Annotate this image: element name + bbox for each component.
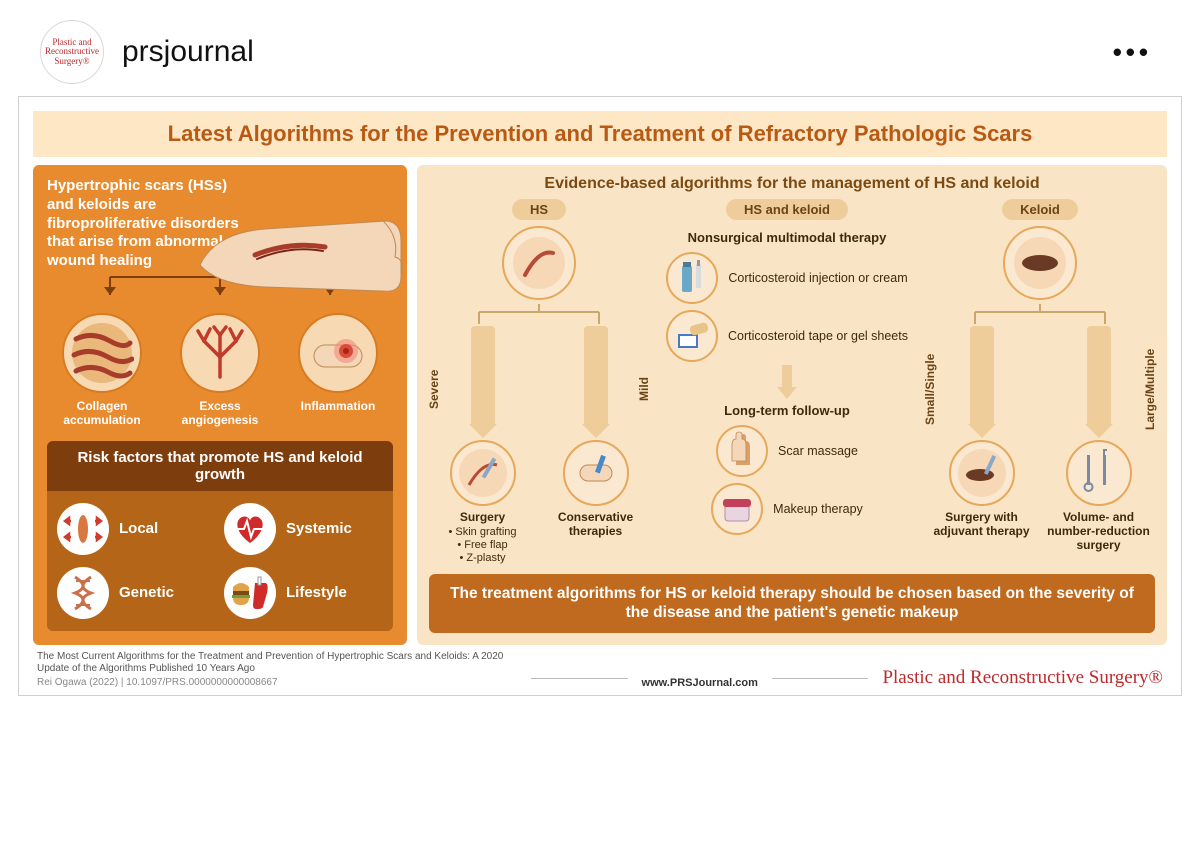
risk-label: Lifestyle [286,584,347,601]
citation: The Most Current Algorithms for the Trea… [37,651,517,689]
sec-nonsurgical: Nonsurgical multimodal therapy [688,230,887,245]
conservative-icon [563,440,629,506]
surgery-icon [450,440,516,506]
right-title: Evidence-based algorithms for the manage… [429,175,1155,193]
row-text: Makeup therapy [773,502,863,516]
surgery-label: Surgery [460,510,505,524]
keloid-small: Small/Single Surgery with adjuvant thera… [925,326,1038,552]
small-label: Small/Single [923,344,937,434]
arrow-down-icon [584,326,608,426]
chip-keloid: Keloid [1002,199,1078,220]
citation-meta: Rei Ogawa (2022) | 10.1097/PRS.000000000… [37,677,517,689]
post-header: Plastic and Reconstructive Surgery® prsj… [0,0,1200,96]
account-block[interactable]: Plastic and Reconstructive Surgery® prsj… [40,20,254,84]
row-text: Corticosteroid injection or cream [728,271,907,285]
tube-icon [666,252,718,304]
arrow-down-icon [970,326,994,426]
card-footer: The Most Current Algorithms for the Trea… [19,645,1181,689]
risk-lifestyle: Lifestyle [224,567,383,619]
algorithm-hs: HS Severe Surger [429,199,649,566]
inflammation-icon [298,313,378,393]
page-title: Latest Algorithms for the Prevention and… [53,121,1147,147]
risk-label: Systemic [286,520,352,537]
mechanism-collagen: Collagen accumulation [47,313,157,427]
algorithm-mid: HS and keloid Nonsurgical multimodal the… [657,199,917,566]
conservative-label: Conservative therapies [542,510,649,538]
split-connector [449,304,629,326]
arrow-down-icon [777,365,797,399]
severe-label: Severe [427,344,441,434]
row-text: Scar massage [778,444,858,458]
split-connector [940,304,1140,326]
risk-systemic: Systemic [224,503,383,555]
mechanism-inflammation: Inflammation [283,313,393,427]
right-panel: Evidence-based algorithms for the manage… [417,165,1167,645]
algorithm-keloid: Keloid Small/Single [925,199,1155,566]
risk-label: Genetic [119,584,174,601]
citation-title: The Most Current Algorithms for the Trea… [37,651,517,675]
footer-divider [772,678,869,679]
reduction-label: Volume- and number-reduction surgery [1042,510,1155,552]
large-label: Large/Multiple [1143,344,1157,434]
infographic-card: Latest Algorithms for the Prevention and… [18,96,1182,696]
title-band: Latest Algorithms for the Prevention and… [33,111,1167,157]
risk-header: Risk factors that promote HS and keloid … [47,441,393,491]
risk-label: Local [119,520,158,537]
adjuvant-label: Surgery with adjuvant therapy [925,510,1038,538]
collagen-icon [62,313,142,393]
mild-label: Mild [637,344,651,434]
mechanism-label: Collagen accumulation [47,399,157,427]
vessel-icon [180,313,260,393]
mechanism-label: Inflammation [283,399,393,413]
row-massage: Scar massage [716,425,858,477]
risk-local: Local [57,503,216,555]
surgery-items: • Skin grafting • Free flap • Z-plasty [448,526,516,566]
conclusion-band: The treatment algorithms for HS or keloi… [429,574,1155,633]
hs-severe: Severe Surgery • Skin grafting • Free fl… [429,326,536,566]
footer-divider [531,678,628,679]
mechanism-label: Excess angiogenesis [165,399,275,427]
row-tape: Corticosteroid tape or gel sheets [666,310,908,362]
row-text: Corticosteroid tape or gel sheets [728,329,908,343]
risk-genetic: Genetic [57,567,216,619]
more-button[interactable]: ••• [1105,29,1160,76]
hand-icon [716,425,768,477]
food-icon [224,567,276,619]
left-panel: Hypertrophic scars (HSs) and keloids are… [33,165,407,645]
adjuvant-icon [949,440,1015,506]
arrow-down-icon [471,326,495,426]
hs-mild: Mild Conservative therapies [542,326,649,566]
keloid-large: Large/Multiple Volume- and number-reduct… [1042,326,1155,552]
risk-grid: Local Systemic [47,491,393,631]
hs-scar-icon [502,226,576,300]
footer-url: www.PRSJournal.com [642,677,758,689]
reduction-icon [1066,440,1132,506]
arm-illustration [195,205,405,320]
row-makeup: Makeup therapy [711,483,863,535]
mechanism-row: Collagen accumulation Exce [47,313,393,427]
mechanism-angiogenesis: Excess angiogenesis [165,313,275,427]
heart-icon [224,503,276,555]
chip-mid: HS and keloid [726,199,848,220]
arrow-down-icon [1087,326,1111,426]
local-icon [57,503,109,555]
username[interactable]: prsjournal [122,35,254,69]
row-injection: Corticosteroid injection or cream [666,252,907,304]
avatar[interactable]: Plastic and Reconstructive Surgery® [40,20,104,84]
tape-icon [666,310,718,362]
jar-icon [711,483,763,535]
dna-icon [57,567,109,619]
chip-hs: HS [512,199,566,220]
sec-followup: Long-term follow-up [724,403,850,418]
keloid-icon [1003,226,1077,300]
footer-brand: Plastic and Reconstructive Surgery® [882,667,1163,689]
